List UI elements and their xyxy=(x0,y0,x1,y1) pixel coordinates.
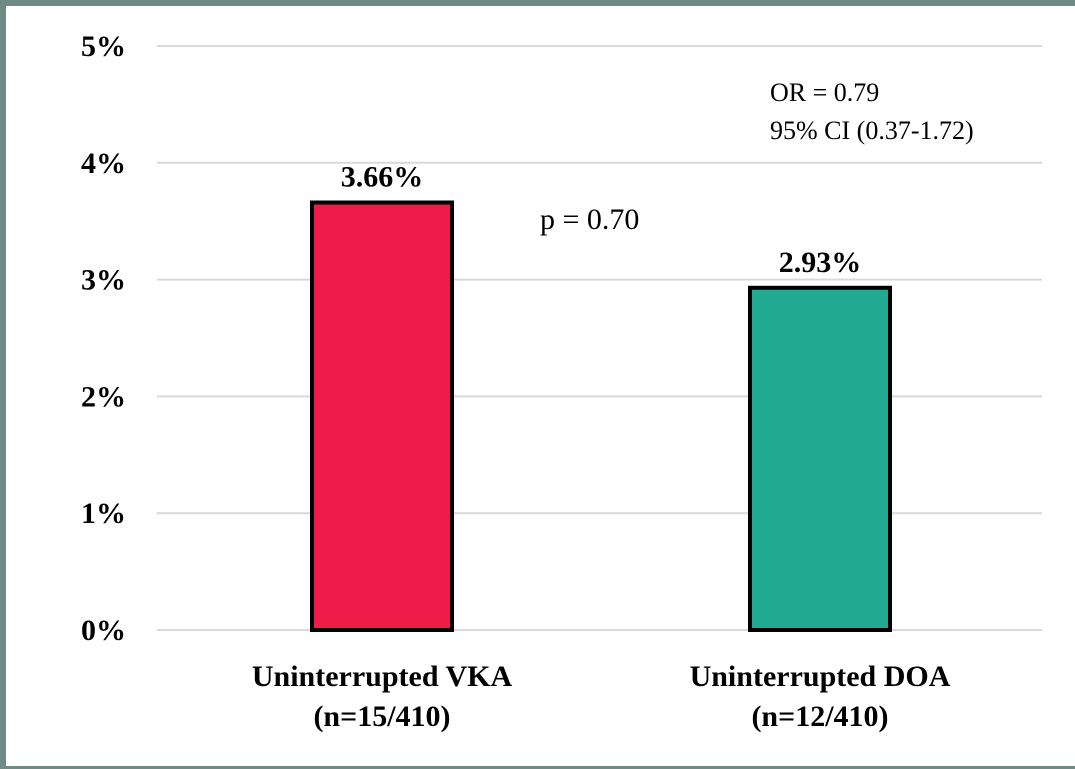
y-tick-label: 2% xyxy=(81,380,126,413)
y-tick-label: 3% xyxy=(81,264,126,297)
bars xyxy=(310,200,892,632)
data-label: 2.93% xyxy=(779,246,862,279)
y-tick-label: 1% xyxy=(81,497,126,530)
x-axis-category-labels: Uninterrupted VKA (n=15/410) Uninterrupted… xyxy=(252,660,951,733)
odds-ratio-annotation: OR = 0.79 xyxy=(770,78,879,107)
y-tick-label: 4% xyxy=(81,147,126,180)
y-axis-tick-labels: 0% 1% 2% 3% 4% 5% xyxy=(81,30,126,647)
y-tick-label: 0% xyxy=(81,614,126,647)
data-label: 3.66% xyxy=(341,161,424,194)
data-labels: 3.66% 2.93% xyxy=(341,161,862,279)
y-tick-label: 5% xyxy=(81,30,126,63)
category-label: (n=12/410) xyxy=(751,700,888,733)
gridlines xyxy=(157,45,1042,631)
category-label: Uninterrupted DOA xyxy=(690,660,951,693)
p-value-annotation: p = 0.70 xyxy=(540,203,639,236)
category-label: (n=15/410) xyxy=(313,700,450,733)
bar xyxy=(748,285,892,632)
category-label: Uninterrupted VKA xyxy=(252,660,513,693)
confidence-interval-annotation: 95% CI (0.37-1.72) xyxy=(770,116,974,145)
bar xyxy=(310,200,454,632)
